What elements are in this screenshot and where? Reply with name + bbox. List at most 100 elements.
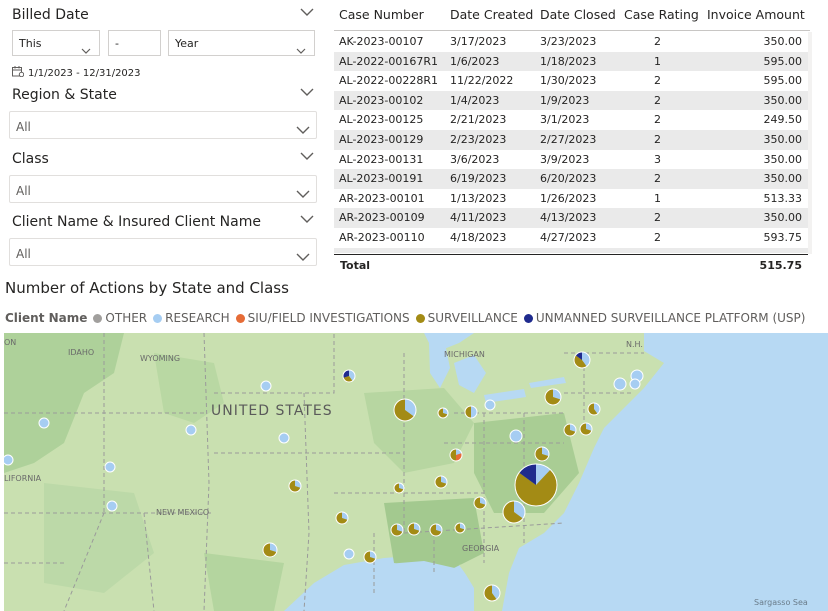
map-bubble-slice[interactable] xyxy=(394,483,404,493)
table-row[interactable]: AL-2023-00102 1/4/2023 1/9/2023 2 350.00 xyxy=(334,90,808,111)
map-bubble-slice[interactable] xyxy=(455,523,465,533)
map-bubble-slice[interactable] xyxy=(542,447,549,457)
column-header[interactable]: Case Number xyxy=(339,7,424,22)
map-bubble[interactable] xyxy=(563,423,577,437)
client-name-dropdown[interactable]: All xyxy=(9,238,317,266)
map-bubble-slice[interactable] xyxy=(435,476,447,488)
map-bubble[interactable] xyxy=(484,399,496,411)
map-bubble-slice[interactable] xyxy=(430,524,442,536)
map-bubble-slice[interactable] xyxy=(185,424,197,436)
map-bubble-slice[interactable] xyxy=(104,461,116,473)
map-bubble-slice[interactable] xyxy=(289,480,301,492)
map-bubble-slice[interactable] xyxy=(38,417,50,429)
table-row[interactable]: AL-2022-00228R1 11/22/2022 1/30/2023 2 595.0… xyxy=(334,71,808,91)
map-bubble-slice[interactable] xyxy=(586,423,592,431)
period-unit-dropdown[interactable]: Year xyxy=(168,30,315,56)
map-bubble-slice[interactable] xyxy=(295,480,301,488)
map-bubble-slice[interactable] xyxy=(484,585,497,601)
map-bubble[interactable] xyxy=(544,388,562,406)
map-bubble[interactable] xyxy=(106,500,118,512)
map-bubble-slice[interactable] xyxy=(343,370,349,378)
chevron-down-icon[interactable] xyxy=(300,7,314,21)
map-bubble-slice[interactable] xyxy=(278,432,290,444)
map-bubble[interactable] xyxy=(449,448,463,462)
map-bubble-slice[interactable] xyxy=(545,389,561,405)
chevron-down-icon[interactable] xyxy=(300,151,314,165)
table-body[interactable]: AK-2023-00107 3/17/2023 3/23/2023 2 350.00 AL… xyxy=(334,32,810,253)
map-bubble[interactable] xyxy=(534,446,550,462)
map-bubble[interactable] xyxy=(104,461,116,473)
column-header[interactable]: Date Created xyxy=(450,7,534,22)
map-bubble-slice[interactable] xyxy=(553,389,561,400)
map-bubble[interactable] xyxy=(429,523,443,537)
map-bubble-slice[interactable] xyxy=(519,464,536,485)
map-bubble-slice[interactable] xyxy=(336,512,348,524)
map-bubble-slice[interactable] xyxy=(370,551,376,559)
map-bubble[interactable] xyxy=(38,417,50,429)
map-bubble-slice[interactable] xyxy=(588,403,598,415)
map-bubble-slice[interactable] xyxy=(443,408,448,415)
map-bubble[interactable] xyxy=(335,511,349,525)
map-bubble-slice[interactable] xyxy=(613,377,627,391)
table-row[interactable]: AR-2023-00110 4/18/2023 4/27/2023 2 593.75 xyxy=(334,228,808,248)
map-bubble[interactable] xyxy=(260,380,272,392)
map-bubble-slice[interactable] xyxy=(342,512,348,520)
column-header[interactable]: Case Rating xyxy=(624,7,699,22)
map-bubble[interactable] xyxy=(629,378,641,390)
map-bubble-slice[interactable] xyxy=(484,399,496,411)
table-row[interactable]: AR-2023-00109 4/11/2023 4/13/2023 2 350.00 xyxy=(334,208,808,228)
table-row[interactable]: AL-2023-00191 6/19/2023 6/20/2023 2 350.00 xyxy=(334,169,808,189)
map-bubble-slice[interactable] xyxy=(502,501,523,523)
map-bubble[interactable] xyxy=(4,454,14,466)
map-bubble-slice[interactable] xyxy=(399,483,404,490)
map-bubble-slice[interactable] xyxy=(474,497,486,509)
chevron-down-icon[interactable] xyxy=(300,214,314,228)
legend-item-other[interactable]: OTHER xyxy=(93,311,147,325)
map-bubble-slice[interactable] xyxy=(263,543,277,558)
map-bubble-slice[interactable] xyxy=(456,449,462,455)
map-bubble[interactable] xyxy=(502,500,526,524)
map-bubble[interactable] xyxy=(342,369,356,383)
map-bubble[interactable] xyxy=(613,377,627,391)
legend-item-research[interactable]: RESEARCH xyxy=(153,311,230,325)
map-bubble-slice[interactable] xyxy=(471,406,477,418)
map-bubble-slice[interactable] xyxy=(456,453,463,461)
map-bubble-slice[interactable] xyxy=(465,406,471,418)
table-row[interactable]: AL-2022-00167R1 1/6/2023 1/18/2023 1 595.00 xyxy=(334,51,808,72)
map-bubble-slice[interactable] xyxy=(397,524,403,532)
map-bubble-slice[interactable] xyxy=(364,551,376,563)
map-bubble-slice[interactable] xyxy=(391,524,403,536)
table-row[interactable]: AK-2023-00107 3/17/2023 3/23/2023 2 350.00 xyxy=(334,32,808,52)
class-dropdown[interactable]: All xyxy=(9,175,317,203)
map-bubble-slice[interactable] xyxy=(515,469,557,506)
map-bubble-slice[interactable] xyxy=(343,548,355,560)
map-bubble-slice[interactable] xyxy=(582,352,590,367)
map-bubble-slice[interactable] xyxy=(629,378,641,390)
map-bubble-slice[interactable] xyxy=(260,380,272,392)
map-bubble[interactable] xyxy=(483,584,501,602)
map-bubble[interactable] xyxy=(390,523,404,537)
map-bubble-slice[interactable] xyxy=(450,449,456,461)
map-bubble[interactable] xyxy=(587,402,601,416)
map-bubble-slice[interactable] xyxy=(570,424,577,432)
map-bubble-slice[interactable] xyxy=(4,454,14,466)
table-row[interactable]: AL-2023-00125 2/21/2023 3/1/2023 2 249.50 xyxy=(334,110,808,130)
map-bubble[interactable] xyxy=(262,542,278,558)
map-bubble-slice[interactable] xyxy=(509,429,523,443)
map-bubble[interactable] xyxy=(464,405,478,419)
map-bubble[interactable] xyxy=(579,422,593,436)
map-bubble[interactable] xyxy=(185,424,197,436)
map-bubble-slice[interactable] xyxy=(438,408,448,418)
map-bubble-slice[interactable] xyxy=(536,464,551,485)
map-bubble-slice[interactable] xyxy=(408,523,420,535)
table-scrollbar[interactable] xyxy=(808,32,812,254)
map-bubble[interactable] xyxy=(454,522,466,534)
map-bubble[interactable] xyxy=(393,482,405,494)
map-bubble-slice[interactable] xyxy=(564,424,576,436)
region-state-dropdown[interactable]: All xyxy=(9,111,317,139)
map-bubble-slice[interactable] xyxy=(414,523,420,531)
map-bubble-slice[interactable] xyxy=(270,543,277,553)
map-bubble-slice[interactable] xyxy=(441,476,448,484)
map-bubble-slice[interactable] xyxy=(394,399,414,421)
legend-item-usp[interactable]: UNMANNED SURVEILLANCE PLATFORM (USP) xyxy=(523,311,805,325)
